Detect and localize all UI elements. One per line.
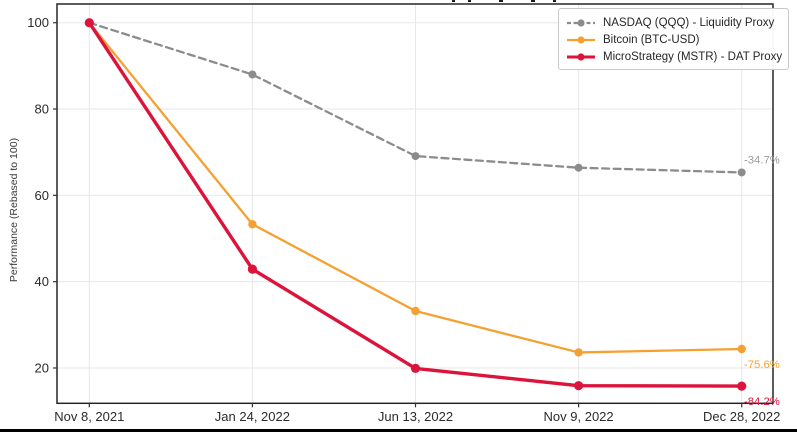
series-line-0: [88, 21, 743, 174]
y-tick-label: 40: [35, 274, 49, 289]
legend-line-sample: [567, 35, 595, 44]
y-tick-label: 100: [27, 15, 49, 30]
series-end-label: -84.2%: [744, 396, 780, 408]
window-edge-bar: [0, 429, 797, 432]
legend-item: Bitcoin (BTC-USD): [566, 31, 780, 48]
y-tick-label: 20: [35, 360, 49, 375]
series-end-label: -75.6%: [744, 359, 780, 371]
series-markers-2: [84, 18, 747, 391]
x-tick-label: Dec 28, 2022: [703, 409, 780, 424]
y-axis-label: Performance (Rebased to 100): [8, 137, 20, 283]
cut-off-title-fragment: [499, 0, 503, 2]
x-tick-label: Nov 8, 2021: [54, 409, 124, 424]
series-end-label: -34.7%: [744, 154, 780, 166]
x-tick-label: Nov 9, 2022: [544, 409, 614, 424]
legend: NASDAQ (QQQ) - Liquidity Proxy Bitcoin (B…: [558, 8, 789, 70]
cut-off-title-fragment: [553, 0, 556, 2]
x-tick-label: Jun 13, 2022: [378, 409, 453, 424]
legend-item: NASDAQ (QQQ) - Liquidity Proxy: [566, 14, 780, 31]
cut-off-title-fragment: [531, 0, 535, 2]
cut-off-title-fragment: [452, 0, 455, 2]
legend-line-sample: [567, 18, 595, 27]
legend-line-sample: [567, 52, 595, 61]
end-annotations: -34.7% -75.6% -84.2%: [744, 154, 780, 408]
legend-item-label: Bitcoin (BTC-USD): [603, 33, 700, 46]
cut-off-title-fragment: [468, 0, 471, 2]
y-tick-label: 80: [35, 102, 49, 117]
legend-item-label: MicroStrategy (MSTR) - DAT Proxy: [603, 50, 783, 63]
legend-item: MicroStrategy (MSTR) - DAT Proxy: [566, 48, 783, 65]
y-axis: 100 80 60 40 20: [27, 15, 57, 375]
y-tick-label: 60: [35, 188, 49, 203]
legend-item-label: NASDAQ (QQQ) - Liquidity Proxy: [603, 16, 775, 29]
x-tick-label: Jan 24, 2022: [215, 409, 290, 424]
x-axis: Nov 8, 2021 Jan 24, 2022 Jun 13, 2022 Nov 9…: [54, 403, 780, 424]
